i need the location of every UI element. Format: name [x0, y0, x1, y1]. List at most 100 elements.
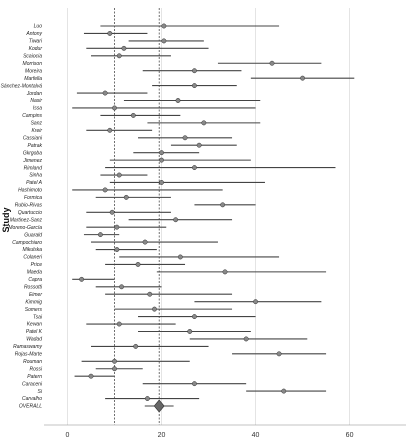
- study-label: Tsai: [33, 314, 43, 320]
- study-label: Rossotti: [24, 284, 43, 290]
- study-label: Quartuccio: [18, 210, 42, 216]
- point-estimate: [123, 194, 129, 200]
- study-label: Patel A: [26, 180, 43, 186]
- point-estimate: [114, 224, 120, 230]
- point-estimate: [276, 351, 282, 357]
- study-label: Gkrgoba: [23, 150, 42, 156]
- study-label: Campochiaro: [12, 240, 42, 246]
- study-label: Rubio-Rivas: [15, 203, 43, 209]
- study-label: Wadad: [26, 337, 42, 343]
- study-label: Kewan: [27, 322, 43, 328]
- point-estimate: [114, 247, 120, 252]
- point-estimate: [119, 284, 125, 290]
- study-label: Patrak: [28, 143, 43, 149]
- point-estimate: [152, 306, 157, 312]
- point-estimate: [177, 254, 183, 260]
- study-label: Scaiocia: [23, 54, 42, 60]
- x-tick-label: 40: [252, 432, 260, 439]
- x-tick-label: 60: [346, 432, 354, 439]
- point-estimate: [269, 60, 275, 66]
- study-label: Rossi: [29, 366, 42, 372]
- study-label: Capra: [28, 277, 42, 283]
- study-label: Jimenez: [22, 158, 42, 164]
- point-estimate: [191, 314, 197, 320]
- study-label: Patern: [27, 374, 42, 380]
- study-label: Sánchez-Montalvá: [1, 83, 43, 89]
- point-estimate: [102, 90, 108, 96]
- point-estimate: [147, 291, 153, 297]
- study-label: Colaneri: [23, 255, 43, 261]
- point-estimate: [159, 150, 164, 156]
- point-estimate: [133, 343, 139, 349]
- point-estimate: [107, 127, 113, 133]
- study-label: Maeda: [27, 270, 43, 276]
- study-label: Ramaswamy: [13, 344, 42, 350]
- study-label: Rojas-Marte: [15, 352, 42, 358]
- study-label: Carvalho: [22, 396, 42, 402]
- study-label: Campins: [22, 113, 42, 119]
- point-estimate: [281, 388, 287, 394]
- study-label: Morrison: [23, 61, 43, 67]
- study-label: Moreno-García: [8, 225, 42, 231]
- study-label: Somers: [25, 307, 43, 313]
- point-estimate: [116, 172, 122, 178]
- point-estimates: [79, 23, 306, 413]
- point-estimate: [191, 83, 197, 89]
- point-estimate: [243, 336, 249, 342]
- study-label: OVERALL: [19, 404, 42, 410]
- study-label: Formica: [24, 195, 42, 201]
- study-label: Rouman: [23, 359, 42, 365]
- point-estimate: [107, 31, 113, 36]
- x-tick-label: 20: [158, 432, 166, 439]
- point-estimate: [102, 187, 108, 193]
- study-label: Rimland: [24, 165, 43, 171]
- study-labels: LuoAntonyTiwariKodurScaiociaMorrisonMore…: [1, 24, 43, 410]
- point-estimate: [191, 381, 197, 387]
- point-estimate: [196, 142, 202, 148]
- study-label: Mikulska: [23, 247, 43, 253]
- x-axis-ticks: 0 20 40 60: [66, 432, 354, 439]
- y-axis-title: Study: [1, 207, 11, 232]
- point-estimate: [222, 269, 228, 275]
- point-estimate: [135, 261, 141, 267]
- study-label: Nasir: [30, 98, 42, 104]
- study-label: Patel K: [26, 329, 43, 335]
- point-estimate: [161, 38, 167, 44]
- study-label: Tiwari: [29, 39, 43, 45]
- point-estimate: [175, 98, 181, 103]
- point-estimate: [112, 358, 117, 364]
- point-estimate: [116, 53, 122, 59]
- study-label: Antony: [25, 31, 42, 37]
- point-estimate: [300, 75, 306, 81]
- study-label: Moreira: [25, 68, 42, 74]
- study-label: Sanz: [31, 121, 43, 127]
- study-label: Sinha: [29, 173, 42, 179]
- point-estimate: [201, 120, 207, 126]
- point-estimate: [112, 105, 117, 111]
- study-label: Guarald: [24, 232, 42, 238]
- study-label: Kimmig: [25, 299, 42, 305]
- point-estimate: [159, 157, 164, 163]
- point-estimate: [121, 45, 127, 51]
- point-estimate: [109, 209, 115, 215]
- point-estimate: [191, 165, 197, 171]
- study-label: Eimer: [29, 292, 42, 298]
- point-estimate: [187, 329, 193, 334]
- study-label: Kreir: [31, 128, 42, 134]
- study-label: Price: [31, 262, 43, 268]
- point-estimate: [130, 112, 136, 118]
- study-label: Marfella: [24, 76, 42, 82]
- point-estimate: [142, 239, 148, 245]
- study-label: Martinez-Sanz: [10, 217, 43, 223]
- point-estimate: [116, 321, 122, 327]
- point-estimate: [144, 396, 150, 401]
- point-estimate: [161, 23, 167, 29]
- reference-lines: [114, 8, 160, 425]
- overall-diamond: [153, 399, 165, 413]
- study-label: Si: [38, 389, 43, 395]
- study-label: Cassiani: [23, 135, 43, 141]
- study-label: Issa: [33, 106, 42, 112]
- study-label: Caraceni: [22, 381, 43, 387]
- point-estimate: [112, 366, 117, 372]
